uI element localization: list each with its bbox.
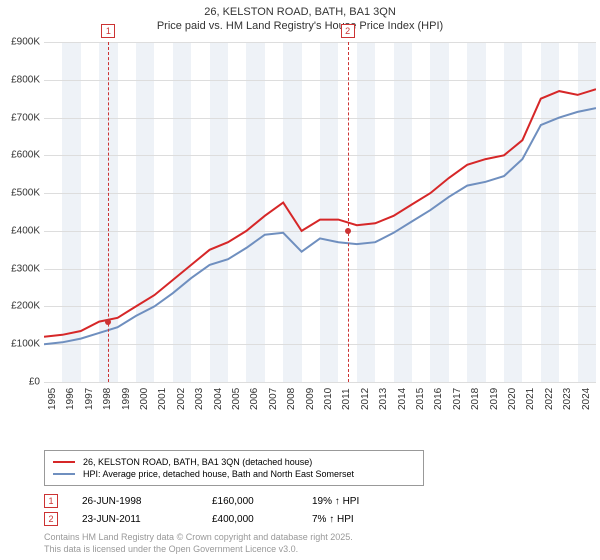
y-tick-label: £500K (11, 188, 40, 199)
y-tick-label: £300K (11, 263, 40, 274)
x-tick-label: 2017 (452, 388, 463, 410)
legend-swatch-property (53, 461, 75, 463)
x-tick-label: 2008 (286, 388, 297, 410)
x-tick-label: 2023 (562, 388, 573, 410)
annotation-price: £160,000 (212, 496, 312, 507)
x-tick-label: 2011 (341, 388, 352, 410)
legend: 26, KELSTON ROAD, BATH, BA1 3QN (detache… (44, 450, 424, 486)
annotation-hpi: 19% ↑ HPI (312, 496, 359, 507)
y-tick-label: £900K (11, 37, 40, 48)
annotation-date: 23-JUN-2011 (82, 514, 212, 525)
annotation-number: 1 (44, 494, 58, 508)
x-tick-label: 2005 (231, 388, 242, 410)
x-tick-label: 2015 (415, 388, 426, 410)
x-tick-label: 2018 (470, 388, 481, 410)
series-hpi (44, 108, 596, 344)
annotation-row: 1 26-JUN-1998 £160,000 19% ↑ HPI (44, 494, 584, 508)
x-tick-label: 2007 (268, 388, 279, 410)
legend-label-hpi: HPI: Average price, detached house, Bath… (83, 469, 354, 479)
x-tick-label: 2012 (360, 388, 371, 410)
y-tick-label: £600K (11, 150, 40, 161)
plot-area: 12 (44, 42, 596, 382)
legend-row-hpi: HPI: Average price, detached house, Bath… (53, 469, 415, 479)
x-tick-label: 2010 (323, 388, 334, 410)
x-tick-label: 2003 (194, 388, 205, 410)
footer-note: Contains HM Land Registry data © Crown c… (44, 532, 353, 555)
annotation-date: 26-JUN-1998 (82, 496, 212, 507)
legend-row-property: 26, KELSTON ROAD, BATH, BA1 3QN (detache… (53, 457, 415, 467)
sale-dot (345, 228, 351, 234)
x-tick-label: 2019 (489, 388, 500, 410)
x-tick-label: 2021 (525, 388, 536, 410)
y-tick-label: £700K (11, 112, 40, 123)
sale-annotations: 1 26-JUN-1998 £160,000 19% ↑ HPI 2 23-JU… (44, 490, 584, 530)
x-tick-label: 2022 (544, 388, 555, 410)
sale-marker-number: 1 (101, 24, 115, 38)
x-tick-label: 1997 (84, 388, 95, 410)
series-property (44, 89, 596, 337)
y-tick-label: £800K (11, 74, 40, 85)
x-tick-label: 2024 (581, 388, 592, 410)
footer-line1: Contains HM Land Registry data © Crown c… (44, 532, 353, 544)
sale-marker-line (348, 42, 349, 382)
x-tick-label: 2004 (213, 388, 224, 410)
footer-line2: This data is licensed under the Open Gov… (44, 544, 353, 556)
annotation-price: £400,000 (212, 514, 312, 525)
x-tick-label: 1996 (65, 388, 76, 410)
y-tick-label: £0 (29, 377, 40, 388)
sale-marker-line (108, 42, 109, 382)
y-tick-label: £200K (11, 301, 40, 312)
y-tick-label: £100K (11, 339, 40, 350)
annotation-number: 2 (44, 512, 58, 526)
x-tick-label: 2016 (433, 388, 444, 410)
x-tick-label: 1998 (102, 388, 113, 410)
y-axis: £0£100K£200K£300K£400K£500K£600K£700K£80… (0, 42, 44, 382)
x-tick-label: 2000 (139, 388, 150, 410)
x-tick-label: 1999 (121, 388, 132, 410)
sale-dot (105, 319, 111, 325)
x-tick-label: 2001 (157, 388, 168, 410)
x-tick-label: 2014 (397, 388, 408, 410)
title-line2: Price paid vs. HM Land Registry's House … (0, 20, 600, 32)
line-series-svg (44, 42, 596, 382)
x-tick-label: 1995 (47, 388, 58, 410)
title-line1: 26, KELSTON ROAD, BATH, BA1 3QN (0, 6, 600, 18)
legend-label-property: 26, KELSTON ROAD, BATH, BA1 3QN (detache… (83, 457, 312, 467)
x-axis: 1995 1996 1997 1998 1999 2000 2001 2002 2003 2004… (44, 382, 596, 412)
y-tick-label: £400K (11, 225, 40, 236)
chart: £0 £100K £200K £300K £400K £500K £600K £700K £80… (0, 42, 600, 412)
x-tick-label: 2013 (378, 388, 389, 410)
x-tick-label: 2006 (249, 388, 260, 410)
annotation-hpi: 7% ↑ HPI (312, 514, 354, 525)
x-tick-label: 2009 (305, 388, 316, 410)
sale-marker-number: 2 (341, 24, 355, 38)
x-tick-label: 2002 (176, 388, 187, 410)
annotation-row: 2 23-JUN-2011 £400,000 7% ↑ HPI (44, 512, 584, 526)
legend-swatch-hpi (53, 473, 75, 475)
x-tick-label: 2020 (507, 388, 518, 410)
chart-title-block: 26, KELSTON ROAD, BATH, BA1 3QN Price pa… (0, 0, 600, 32)
